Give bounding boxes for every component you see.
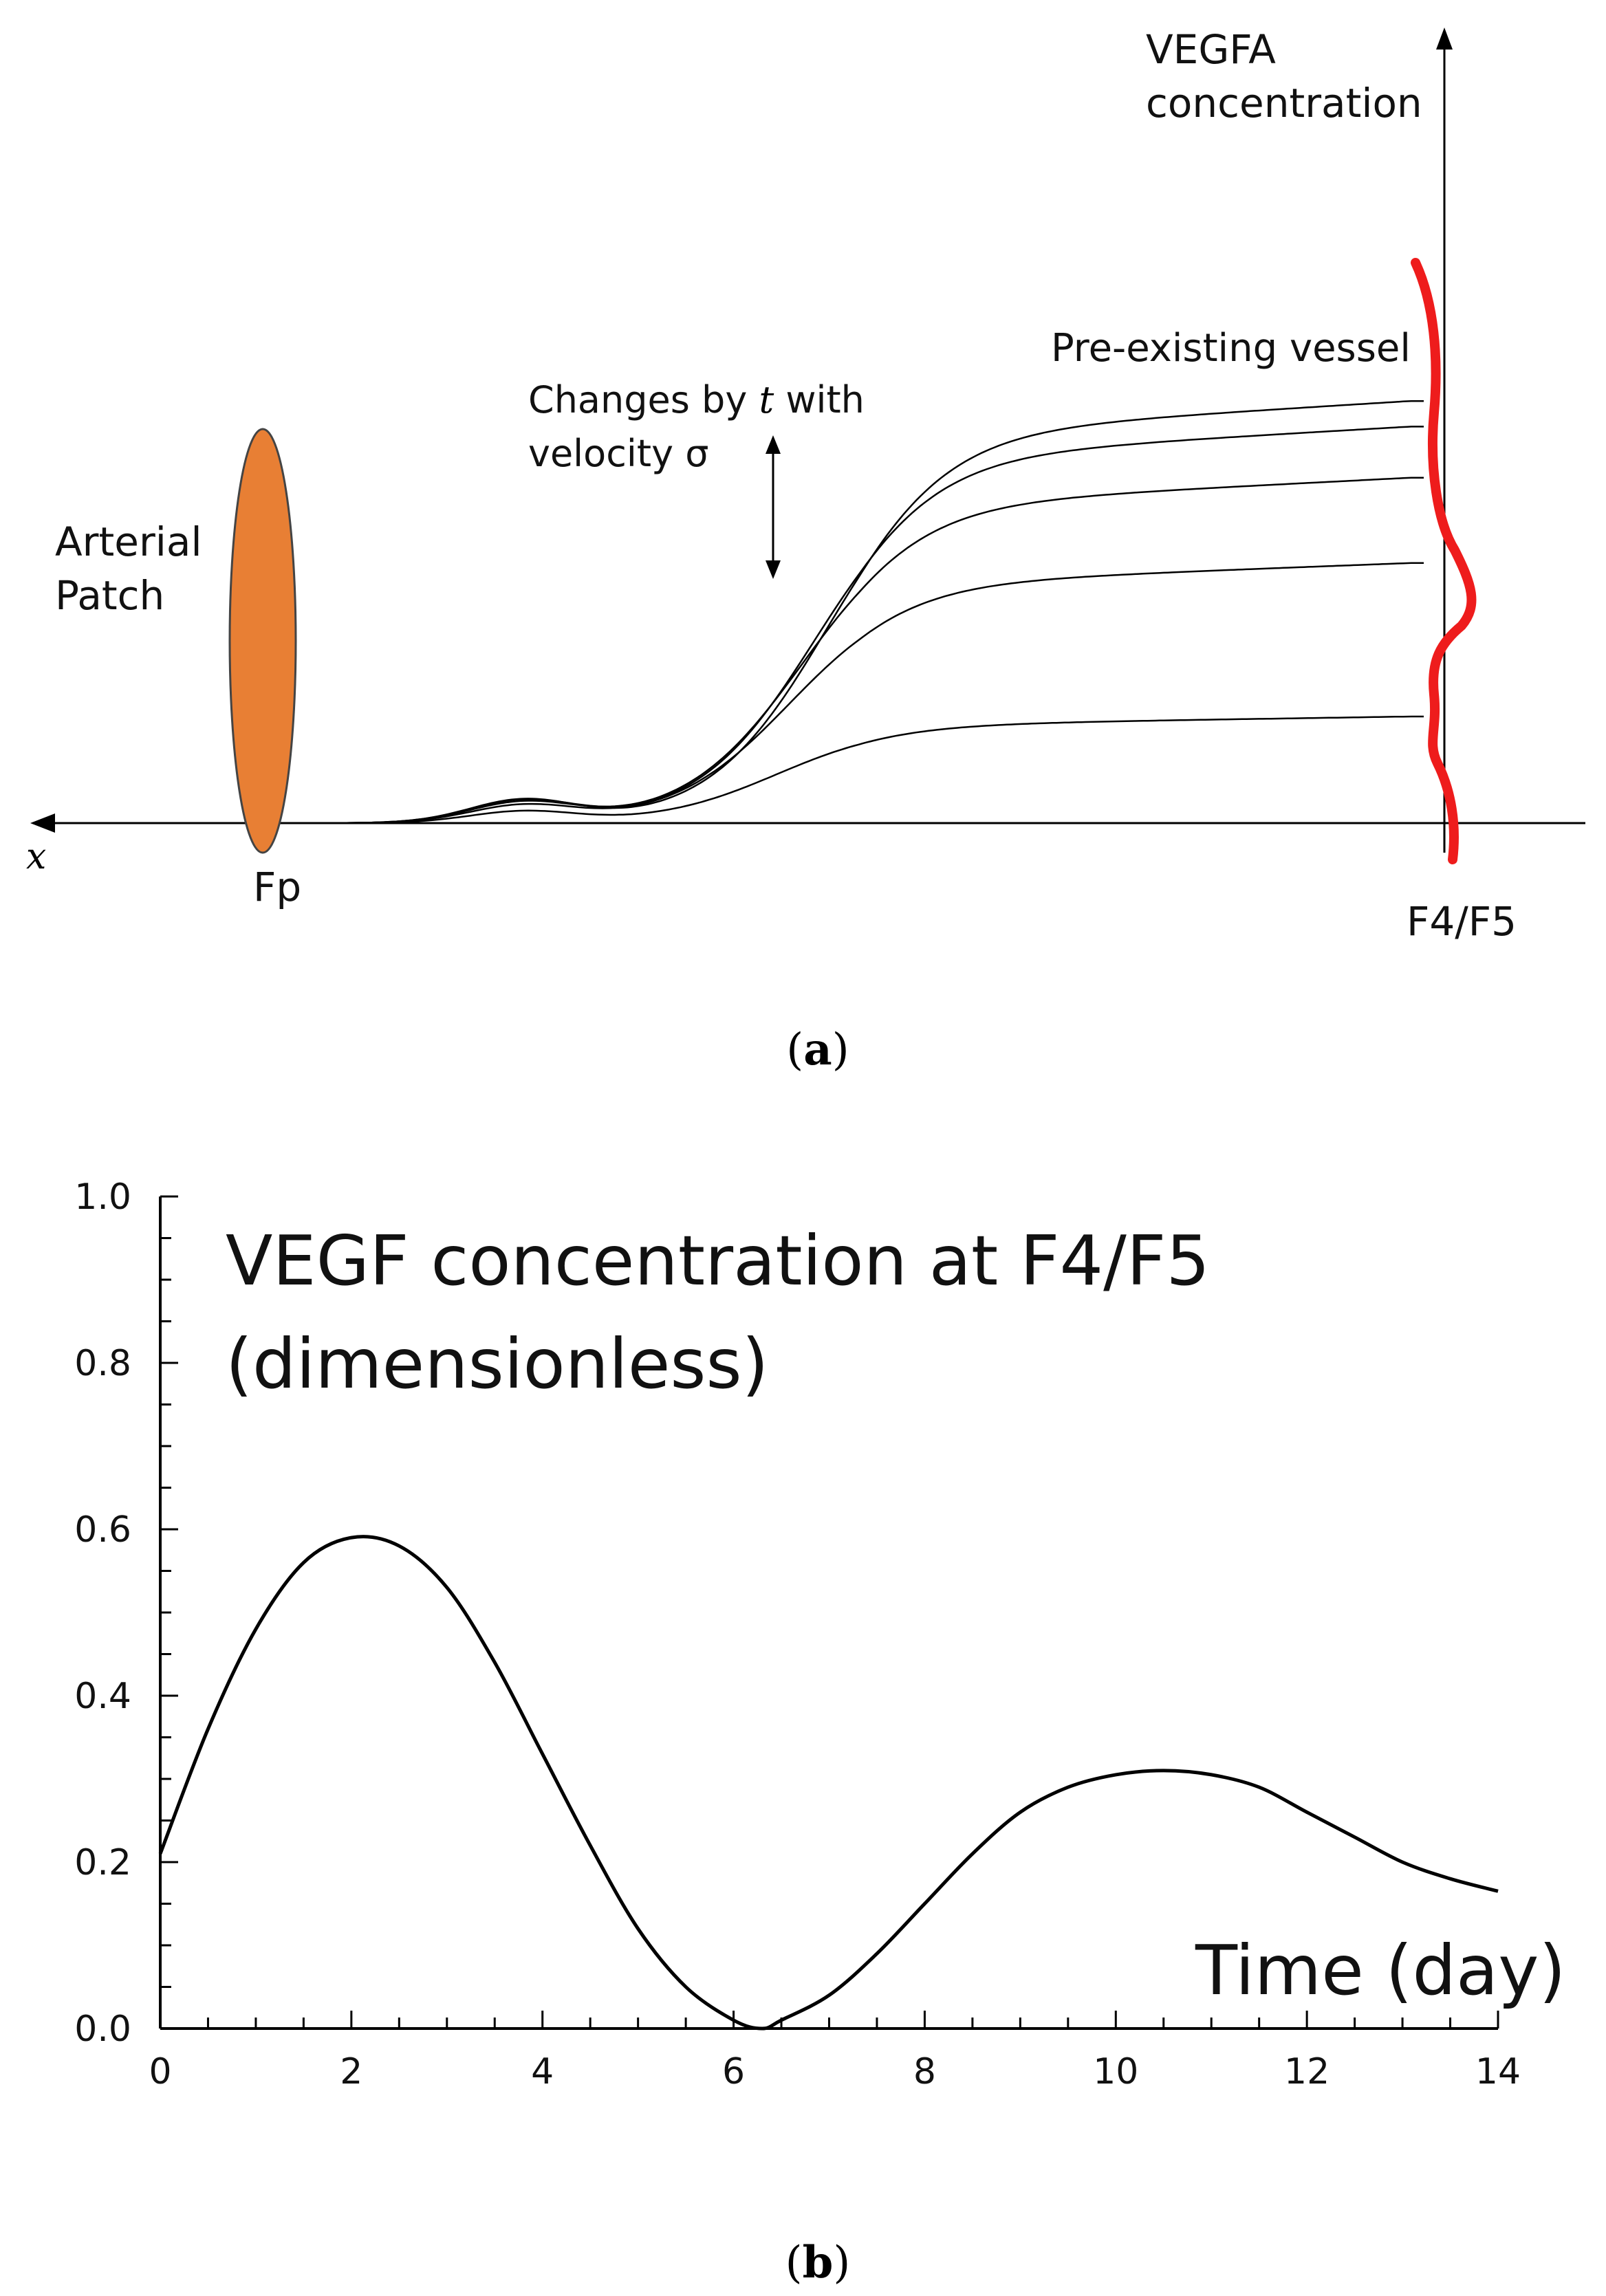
concentration-curve-2 (289, 562, 1424, 824)
chart-title-line1: VEGF concentration at F4/F5 (226, 1221, 1210, 1301)
panel-a-x-axis-label: x (26, 836, 46, 877)
panel-a-y-axis-label-line1: VEGFA (1146, 26, 1276, 73)
panel-b: 0 2 4 6 8 10 12 14 0.0 0.2 0.4 0.6 0.8 1.0 VEGF conce… (74, 1177, 1565, 2288)
x-axis-arrow-icon (30, 813, 55, 833)
x-tick-label: 8 (913, 2051, 936, 2092)
fp-label: Fp (253, 864, 301, 910)
concentration-curve-3 (289, 477, 1424, 824)
changes-label-line2: velocity σ (528, 432, 708, 475)
x-tick-label: 14 (1475, 2051, 1521, 2092)
panel-b-caption: (b) (785, 2237, 851, 2288)
y-tick-label: 0.4 (74, 1676, 131, 1717)
velocity-arrow-down-icon (766, 560, 781, 579)
x-tick-label: 2 (340, 2051, 362, 2092)
panel-a-y-axis-label-line2: concentration (1146, 80, 1422, 127)
concentration-curve-5 (289, 400, 1424, 824)
arterial-patch-label-line1: Arterial (55, 518, 202, 565)
x-tick-label: 6 (722, 2051, 745, 2092)
arterial-patch (228, 428, 297, 854)
y-tick-label: 0.2 (74, 1842, 131, 1883)
concentration-curve-1 (289, 715, 1424, 824)
x-axis-label: Time (day) (1195, 1930, 1565, 2011)
velocity-arrow-up-icon (766, 435, 781, 454)
f4f5-label: F4/F5 (1407, 898, 1517, 945)
arterial-patch-label-line2: Patch (55, 572, 164, 619)
pre-existing-vessel (1411, 258, 1477, 864)
x-tick-label: 10 (1093, 2051, 1138, 2092)
vegf-series-line (158, 1535, 1499, 2031)
y-axis-arrow-icon (1436, 28, 1453, 50)
y-tick-label: 0.6 (74, 1509, 131, 1551)
pre-existing-vessel-label: Pre-existing vessel (1051, 326, 1411, 371)
concentration-curves (289, 400, 1424, 824)
panel-b-tick-labels: 0 2 4 6 8 10 12 14 0.0 0.2 0.4 0.6 0.8 1.0 (74, 1177, 1521, 2092)
y-tick-label: 1.0 (74, 1177, 131, 1218)
y-tick-label: 0.8 (74, 1343, 131, 1384)
y-tick-label: 0.0 (74, 2009, 131, 2050)
panel-a: x VEGFA concentration Arterial Patch Fp … (26, 26, 1585, 1075)
panel-b-axes (159, 1196, 1498, 2030)
x-tick-label: 4 (531, 2051, 554, 2092)
chart-title-line2: (dimensionless) (226, 1324, 769, 1404)
x-tick-label: 12 (1284, 2051, 1330, 2092)
x-tick-label: 0 (149, 2051, 171, 2092)
panel-a-caption: (a) (786, 1024, 849, 1075)
changes-label-line1: Changes by t with (528, 378, 865, 422)
panel-b-ticks (159, 1195, 1499, 2030)
